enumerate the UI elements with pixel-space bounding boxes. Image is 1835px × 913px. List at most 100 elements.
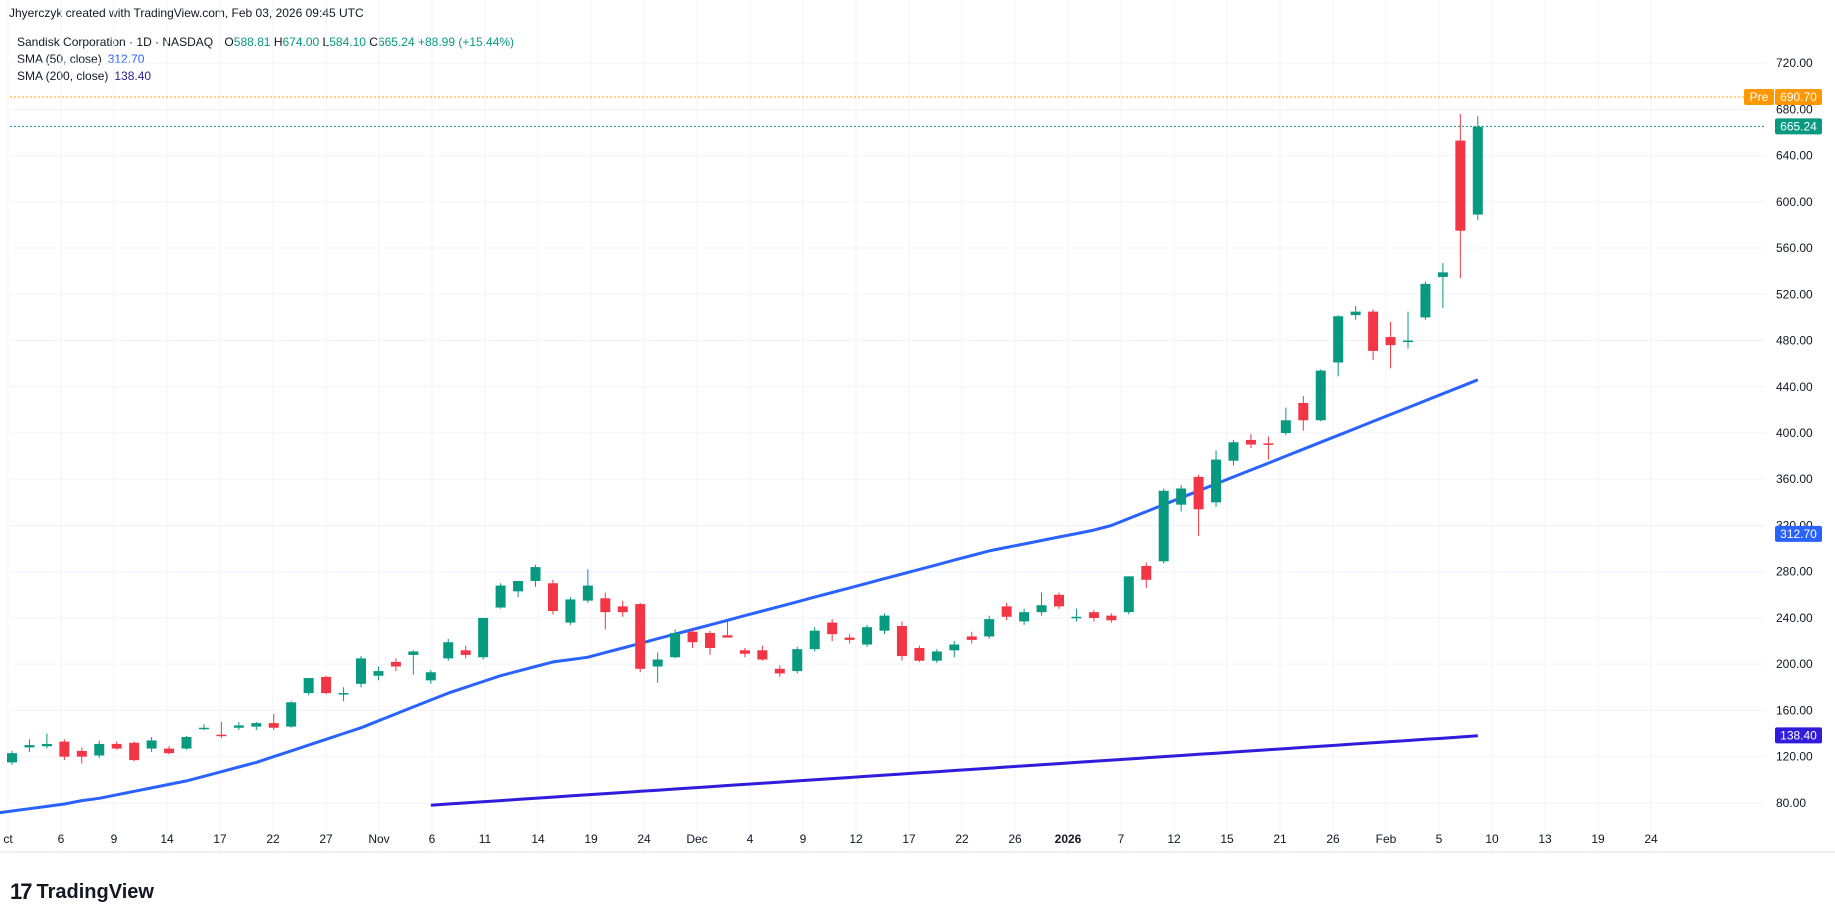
y-tick-label: 720.00 bbox=[1776, 56, 1813, 70]
candle-up bbox=[1403, 340, 1413, 343]
y-tick-label: 120.00 bbox=[1776, 750, 1813, 764]
candle-down bbox=[390, 661, 401, 667]
candle-up bbox=[879, 615, 890, 631]
candle-up bbox=[94, 743, 105, 756]
last-price-badge-bg bbox=[1775, 118, 1822, 135]
sma200-badge: 138.40 bbox=[1780, 728, 1817, 742]
candle-up bbox=[530, 567, 541, 581]
x-tick-label: 24 bbox=[637, 832, 651, 846]
sma200-legend-row[interactable]: SMA (200, close) 138.40 bbox=[17, 68, 514, 85]
candle-up bbox=[1333, 316, 1344, 363]
sma50-line bbox=[0, 378, 1479, 815]
candle-down bbox=[687, 631, 698, 643]
x-tick-label: 9 bbox=[800, 832, 807, 846]
candle-up bbox=[949, 644, 960, 651]
candle-up bbox=[24, 745, 35, 748]
candle-down bbox=[757, 650, 768, 660]
price-lines bbox=[10, 96, 1765, 127]
candle-up bbox=[373, 671, 384, 676]
candle-up bbox=[862, 627, 873, 645]
candle-up bbox=[233, 725, 244, 728]
y-tick-label: 680.00 bbox=[1776, 102, 1813, 116]
sma50-legend-row[interactable]: SMA (50, close) 312.70 bbox=[17, 51, 514, 68]
candle-down bbox=[1455, 140, 1466, 231]
candle-down bbox=[1054, 594, 1064, 607]
y-tick-label: 360.00 bbox=[1776, 472, 1813, 486]
y-tick-label: 200.00 bbox=[1776, 657, 1813, 671]
pre-price-badge-bg bbox=[1775, 88, 1822, 105]
candle-up bbox=[408, 651, 419, 655]
y-tick-label: 240.00 bbox=[1776, 611, 1813, 625]
candle-up bbox=[513, 580, 524, 592]
candle-down bbox=[914, 647, 925, 661]
candle-up bbox=[303, 678, 314, 694]
candle-up bbox=[652, 659, 663, 667]
candle-up bbox=[251, 723, 262, 727]
y-tick-label: 80.00 bbox=[1776, 796, 1806, 810]
candle-down bbox=[1141, 565, 1152, 580]
candle-down bbox=[1298, 402, 1309, 421]
candle-down bbox=[111, 743, 122, 749]
x-tick-label: 14 bbox=[531, 832, 545, 846]
x-tick-label: Feb bbox=[1376, 832, 1397, 846]
candle-down bbox=[774, 668, 785, 674]
candles bbox=[7, 113, 1483, 765]
candle-up bbox=[1472, 126, 1483, 215]
candle-up bbox=[198, 727, 209, 730]
sma50-badge: 312.70 bbox=[1780, 527, 1817, 541]
candle-up bbox=[931, 651, 942, 661]
candle-down bbox=[1088, 612, 1099, 618]
change-value: +88.99 (+15.44%) bbox=[417, 35, 515, 49]
candle-down bbox=[896, 626, 907, 657]
candle-up bbox=[425, 672, 436, 681]
x-tick-label: 5 bbox=[1436, 832, 1443, 846]
candle-down bbox=[1263, 443, 1274, 445]
candle-up bbox=[1350, 311, 1361, 316]
x-tick-label: 14 bbox=[160, 832, 174, 846]
candle-down bbox=[268, 723, 279, 728]
sma200-value: 138.40 bbox=[114, 69, 152, 83]
candle-up bbox=[1123, 576, 1134, 613]
sma50-layer bbox=[0, 378, 1479, 815]
tradingview-logo[interactable]: 17 TradingView bbox=[10, 879, 154, 905]
close-value: 665.24 bbox=[377, 35, 415, 49]
candle-up bbox=[286, 702, 297, 727]
candle-up bbox=[809, 630, 820, 650]
chart-grid bbox=[0, 0, 1835, 853]
sma50-value: 312.70 bbox=[107, 52, 145, 66]
x-tick-label: 17 bbox=[902, 832, 916, 846]
candle-down bbox=[129, 742, 140, 761]
candle-down bbox=[844, 637, 855, 640]
tradingview-logo-text: TradingView bbox=[36, 880, 154, 903]
x-tick-label: 26 bbox=[1008, 832, 1022, 846]
candle-up bbox=[565, 599, 576, 623]
candle-up bbox=[356, 658, 366, 684]
candle-up bbox=[41, 743, 52, 747]
candle-up bbox=[1036, 605, 1047, 613]
y-tick-label: 160.00 bbox=[1776, 703, 1813, 717]
x-tick-label: 9 bbox=[111, 832, 118, 846]
candle-up bbox=[1228, 442, 1239, 461]
x-tick-label: Nov bbox=[368, 832, 389, 846]
x-tick-label: ct bbox=[3, 832, 13, 846]
price-axis: 80.00120.00160.00200.00240.00280.00320.0… bbox=[1776, 56, 1813, 810]
x-tick-label: 24 bbox=[1644, 832, 1658, 846]
candle-up bbox=[7, 753, 17, 763]
candle-up bbox=[1211, 459, 1222, 503]
candle-down bbox=[1368, 311, 1379, 351]
x-tick-label: 22 bbox=[266, 832, 280, 846]
x-tick-label: 13 bbox=[1538, 832, 1552, 846]
y-tick-label: 480.00 bbox=[1776, 334, 1813, 348]
time-axis: ct 6 9 14 17 22 27 Nov 6 11 14 19 24 Dec 4 9 12 17 22 26 202… bbox=[3, 832, 1658, 846]
symbol-name[interactable]: Sandisk Corporation · 1D · NASDAQ bbox=[17, 35, 214, 49]
candle-down bbox=[635, 604, 646, 669]
x-tick-label: 17 bbox=[213, 832, 227, 846]
candle-down bbox=[321, 676, 332, 694]
sma50-badge-bg bbox=[1775, 525, 1822, 542]
ohlc-row: Sandisk Corporation · 1D · NASDAQ O588.8… bbox=[17, 34, 514, 51]
x-tick-label: 15 bbox=[1220, 832, 1234, 846]
tradingview-logo-icon: 17 bbox=[10, 879, 33, 904]
x-tick-label: 6 bbox=[58, 832, 65, 846]
candle-down bbox=[76, 750, 87, 757]
